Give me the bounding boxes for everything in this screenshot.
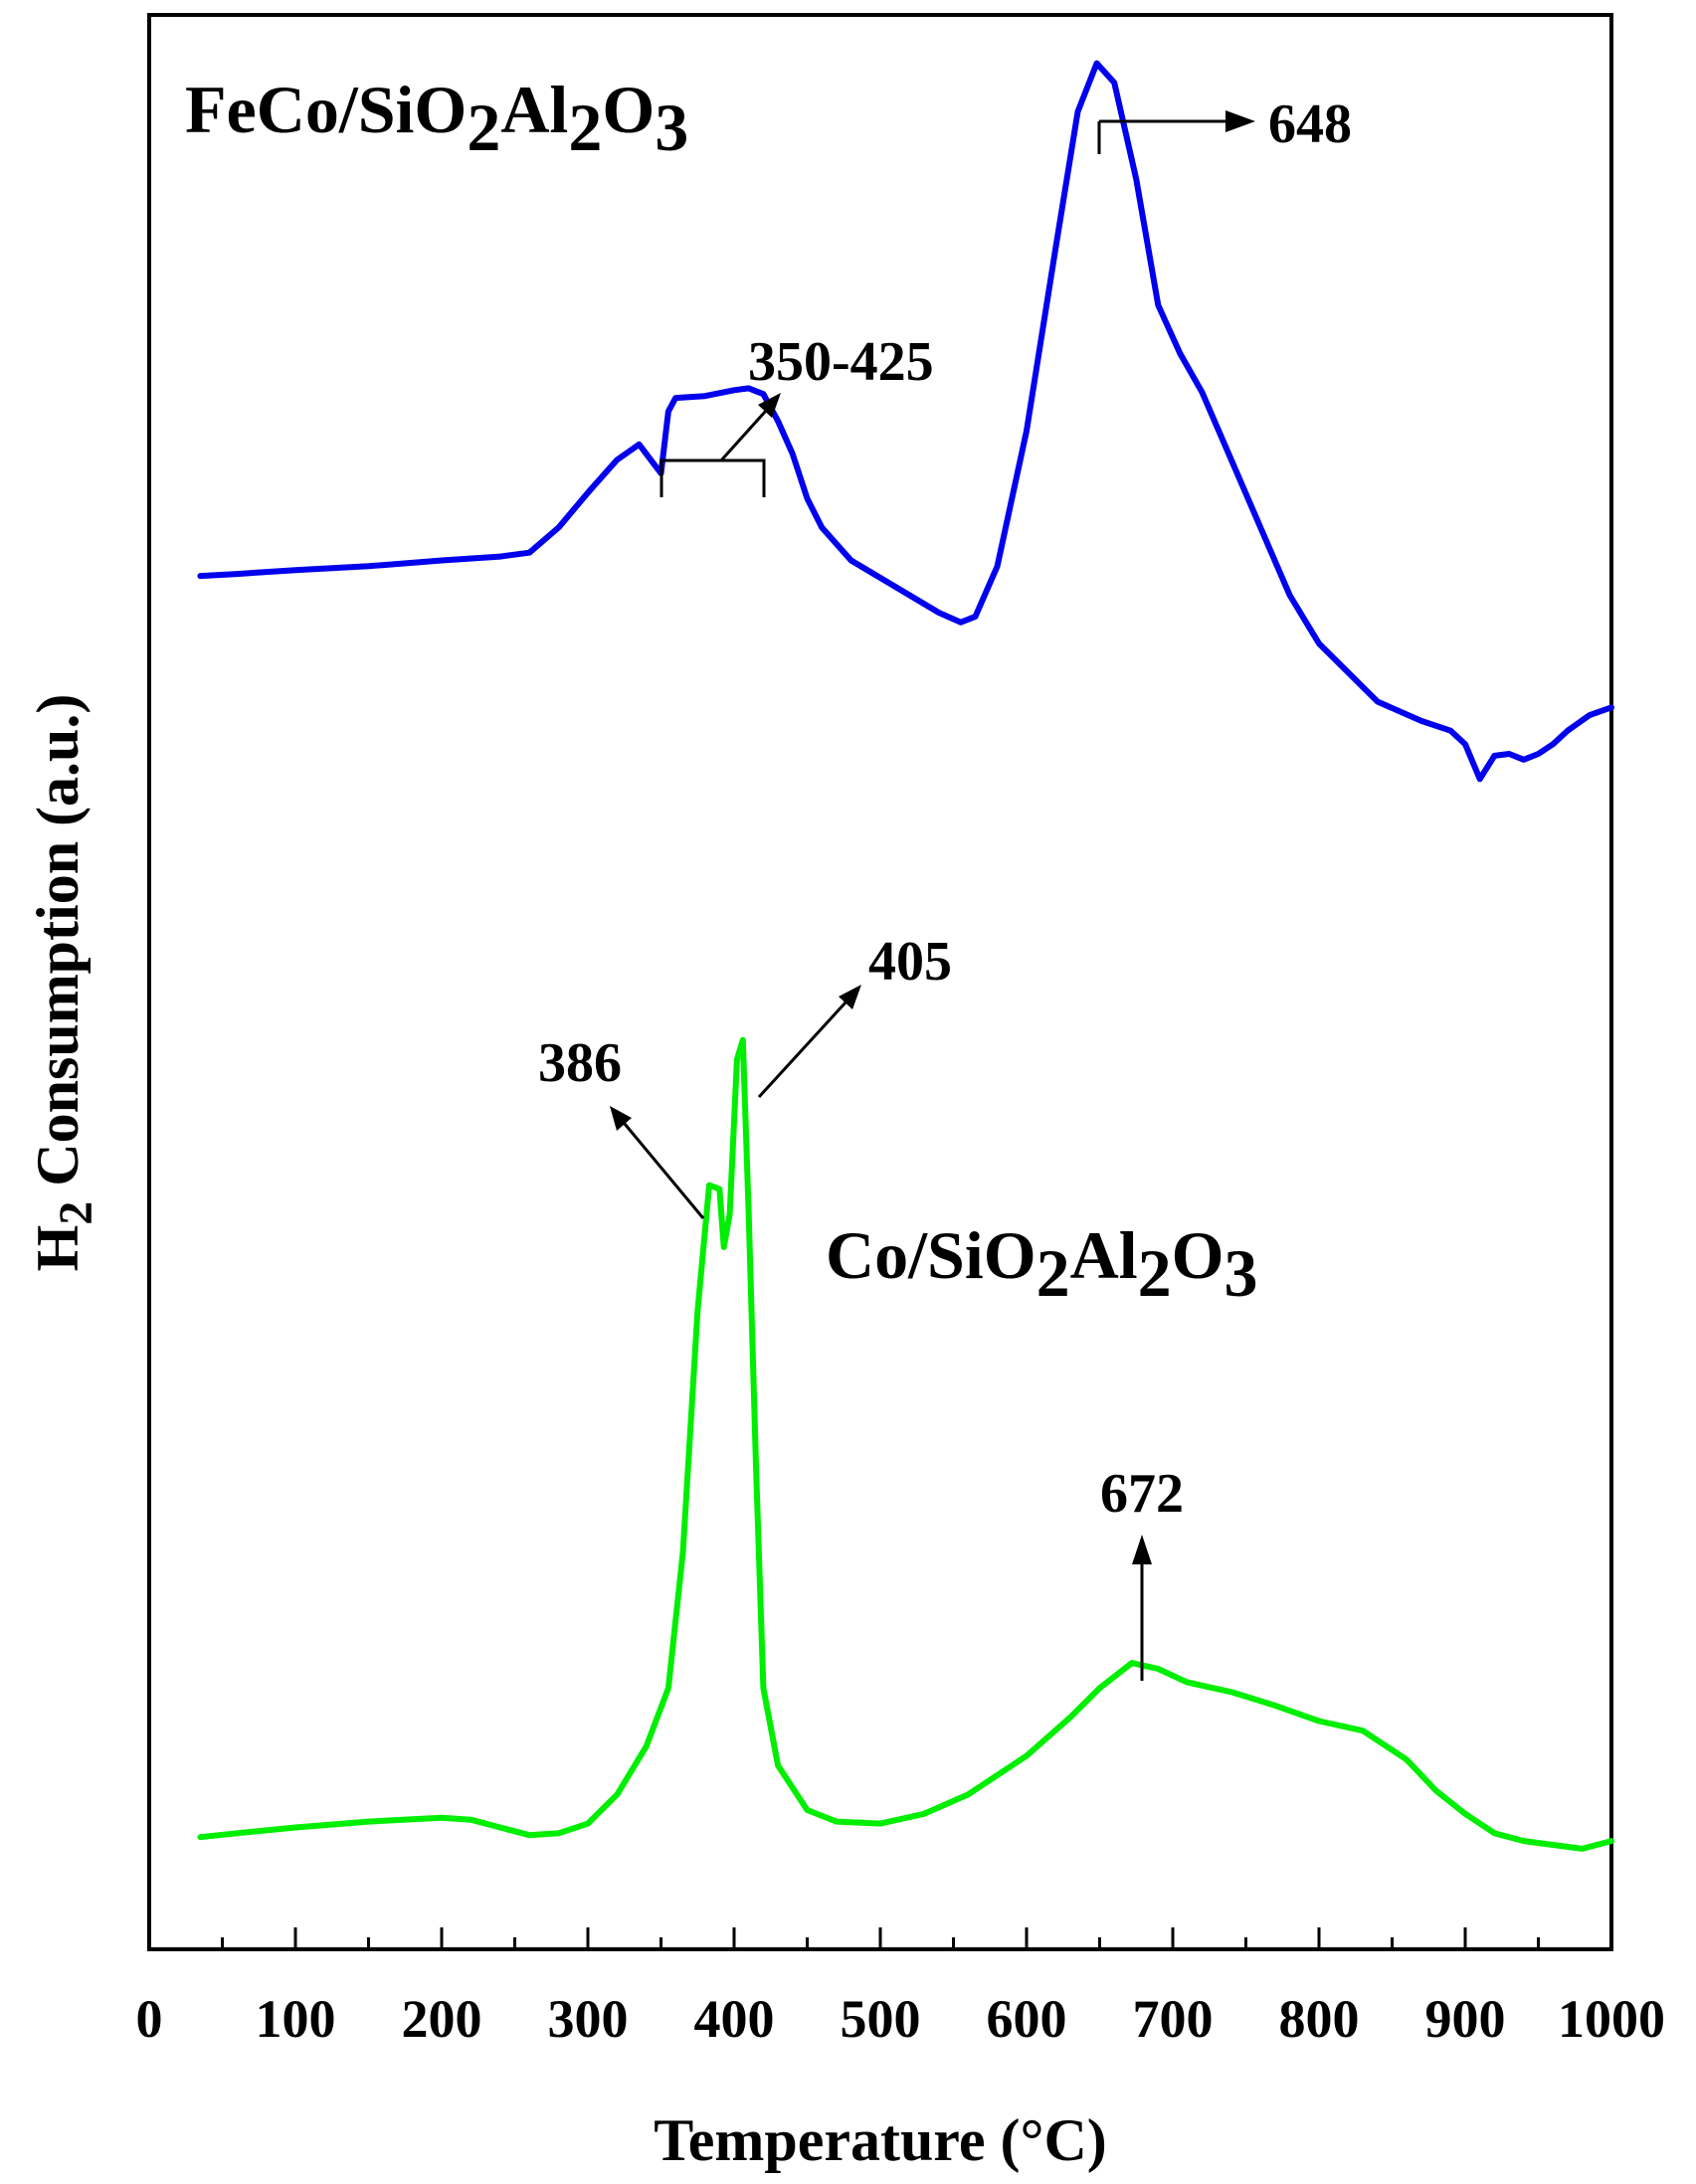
series-line-1: [197, 1036, 1614, 1852]
annotation-386: 386: [538, 1032, 705, 1219]
series-label-part: FeCo/SiO: [185, 72, 467, 147]
x-tick-label: 500: [841, 1989, 921, 2049]
annotation-648: 648: [1097, 93, 1352, 155]
annotation-350-425-arrowhead: [758, 393, 781, 418]
series-label-part: 2: [568, 90, 602, 165]
x-tick-label: 1000: [1558, 1989, 1665, 2049]
x-tick-label: 400: [694, 1989, 775, 2049]
x-tick-label: 300: [548, 1989, 629, 2049]
x-tick-label: 200: [402, 1989, 482, 2049]
x-tick-label: 700: [1133, 1989, 1214, 2049]
y-axis-title: H2 Consumption (a.u.): [25, 694, 102, 1272]
series-label-part: O: [602, 72, 655, 147]
annotation-386-arrow-shaft: [623, 1123, 705, 1219]
series-label-feco: FeCo/SiO2Al2O3: [185, 72, 688, 165]
annotation-350-425: 350-425: [660, 331, 934, 497]
series-label-part: Al: [500, 72, 568, 147]
annotation-405-arrow-shaft: [757, 1001, 848, 1099]
x-tick-label: 0: [136, 1989, 163, 2049]
annotation-672-arrowhead: [1132, 1535, 1152, 1564]
series-label-part: 2: [467, 90, 500, 165]
annotation-672: 672: [1100, 1463, 1184, 1681]
x-axis-title: Temperature (°C): [654, 2107, 1107, 2173]
annotation-350-425-bracket: [660, 458, 766, 497]
series-label-part: O: [1172, 1217, 1225, 1293]
annotation-386-arrowhead: [610, 1106, 632, 1131]
annotation-672-label: 672: [1100, 1463, 1184, 1525]
annotation-386-label: 386: [538, 1032, 622, 1094]
x-axis-ticks: [147, 1927, 1613, 1949]
series-label-part: 2: [1138, 1235, 1172, 1311]
annotation-648-label: 648: [1268, 93, 1352, 155]
annotation-350-425-label: 350-425: [748, 331, 934, 393]
x-tick-label: 800: [1279, 1989, 1360, 2049]
series-label-part: 2: [1036, 1235, 1070, 1311]
annotation-350-425-arrow-shaft: [719, 409, 768, 462]
annotation-648-arrowhead: [1225, 110, 1255, 132]
series-label-part: Co/SiO: [826, 1217, 1036, 1293]
series-line-0: [197, 60, 1614, 783]
series-lines: [197, 60, 1614, 1852]
series-label-part: Al: [1070, 1217, 1138, 1293]
series-label-co: Co/SiO2Al2O3: [826, 1217, 1258, 1311]
x-tick-label: 100: [256, 1989, 336, 2049]
series-label-part: 3: [1225, 1235, 1258, 1311]
annotation-405-label: 405: [868, 931, 952, 993]
x-axis-tick-labels: 0 100 200 300 400 500 600 700 800 900 1000: [136, 1989, 1666, 2049]
annotation-405-arrowhead: [839, 985, 861, 1009]
x-tick-label: 900: [1425, 1989, 1506, 2049]
x-tick-label: 600: [987, 1989, 1067, 2049]
series-label-part: 3: [655, 90, 688, 165]
annotation-405: 405: [757, 931, 952, 1099]
